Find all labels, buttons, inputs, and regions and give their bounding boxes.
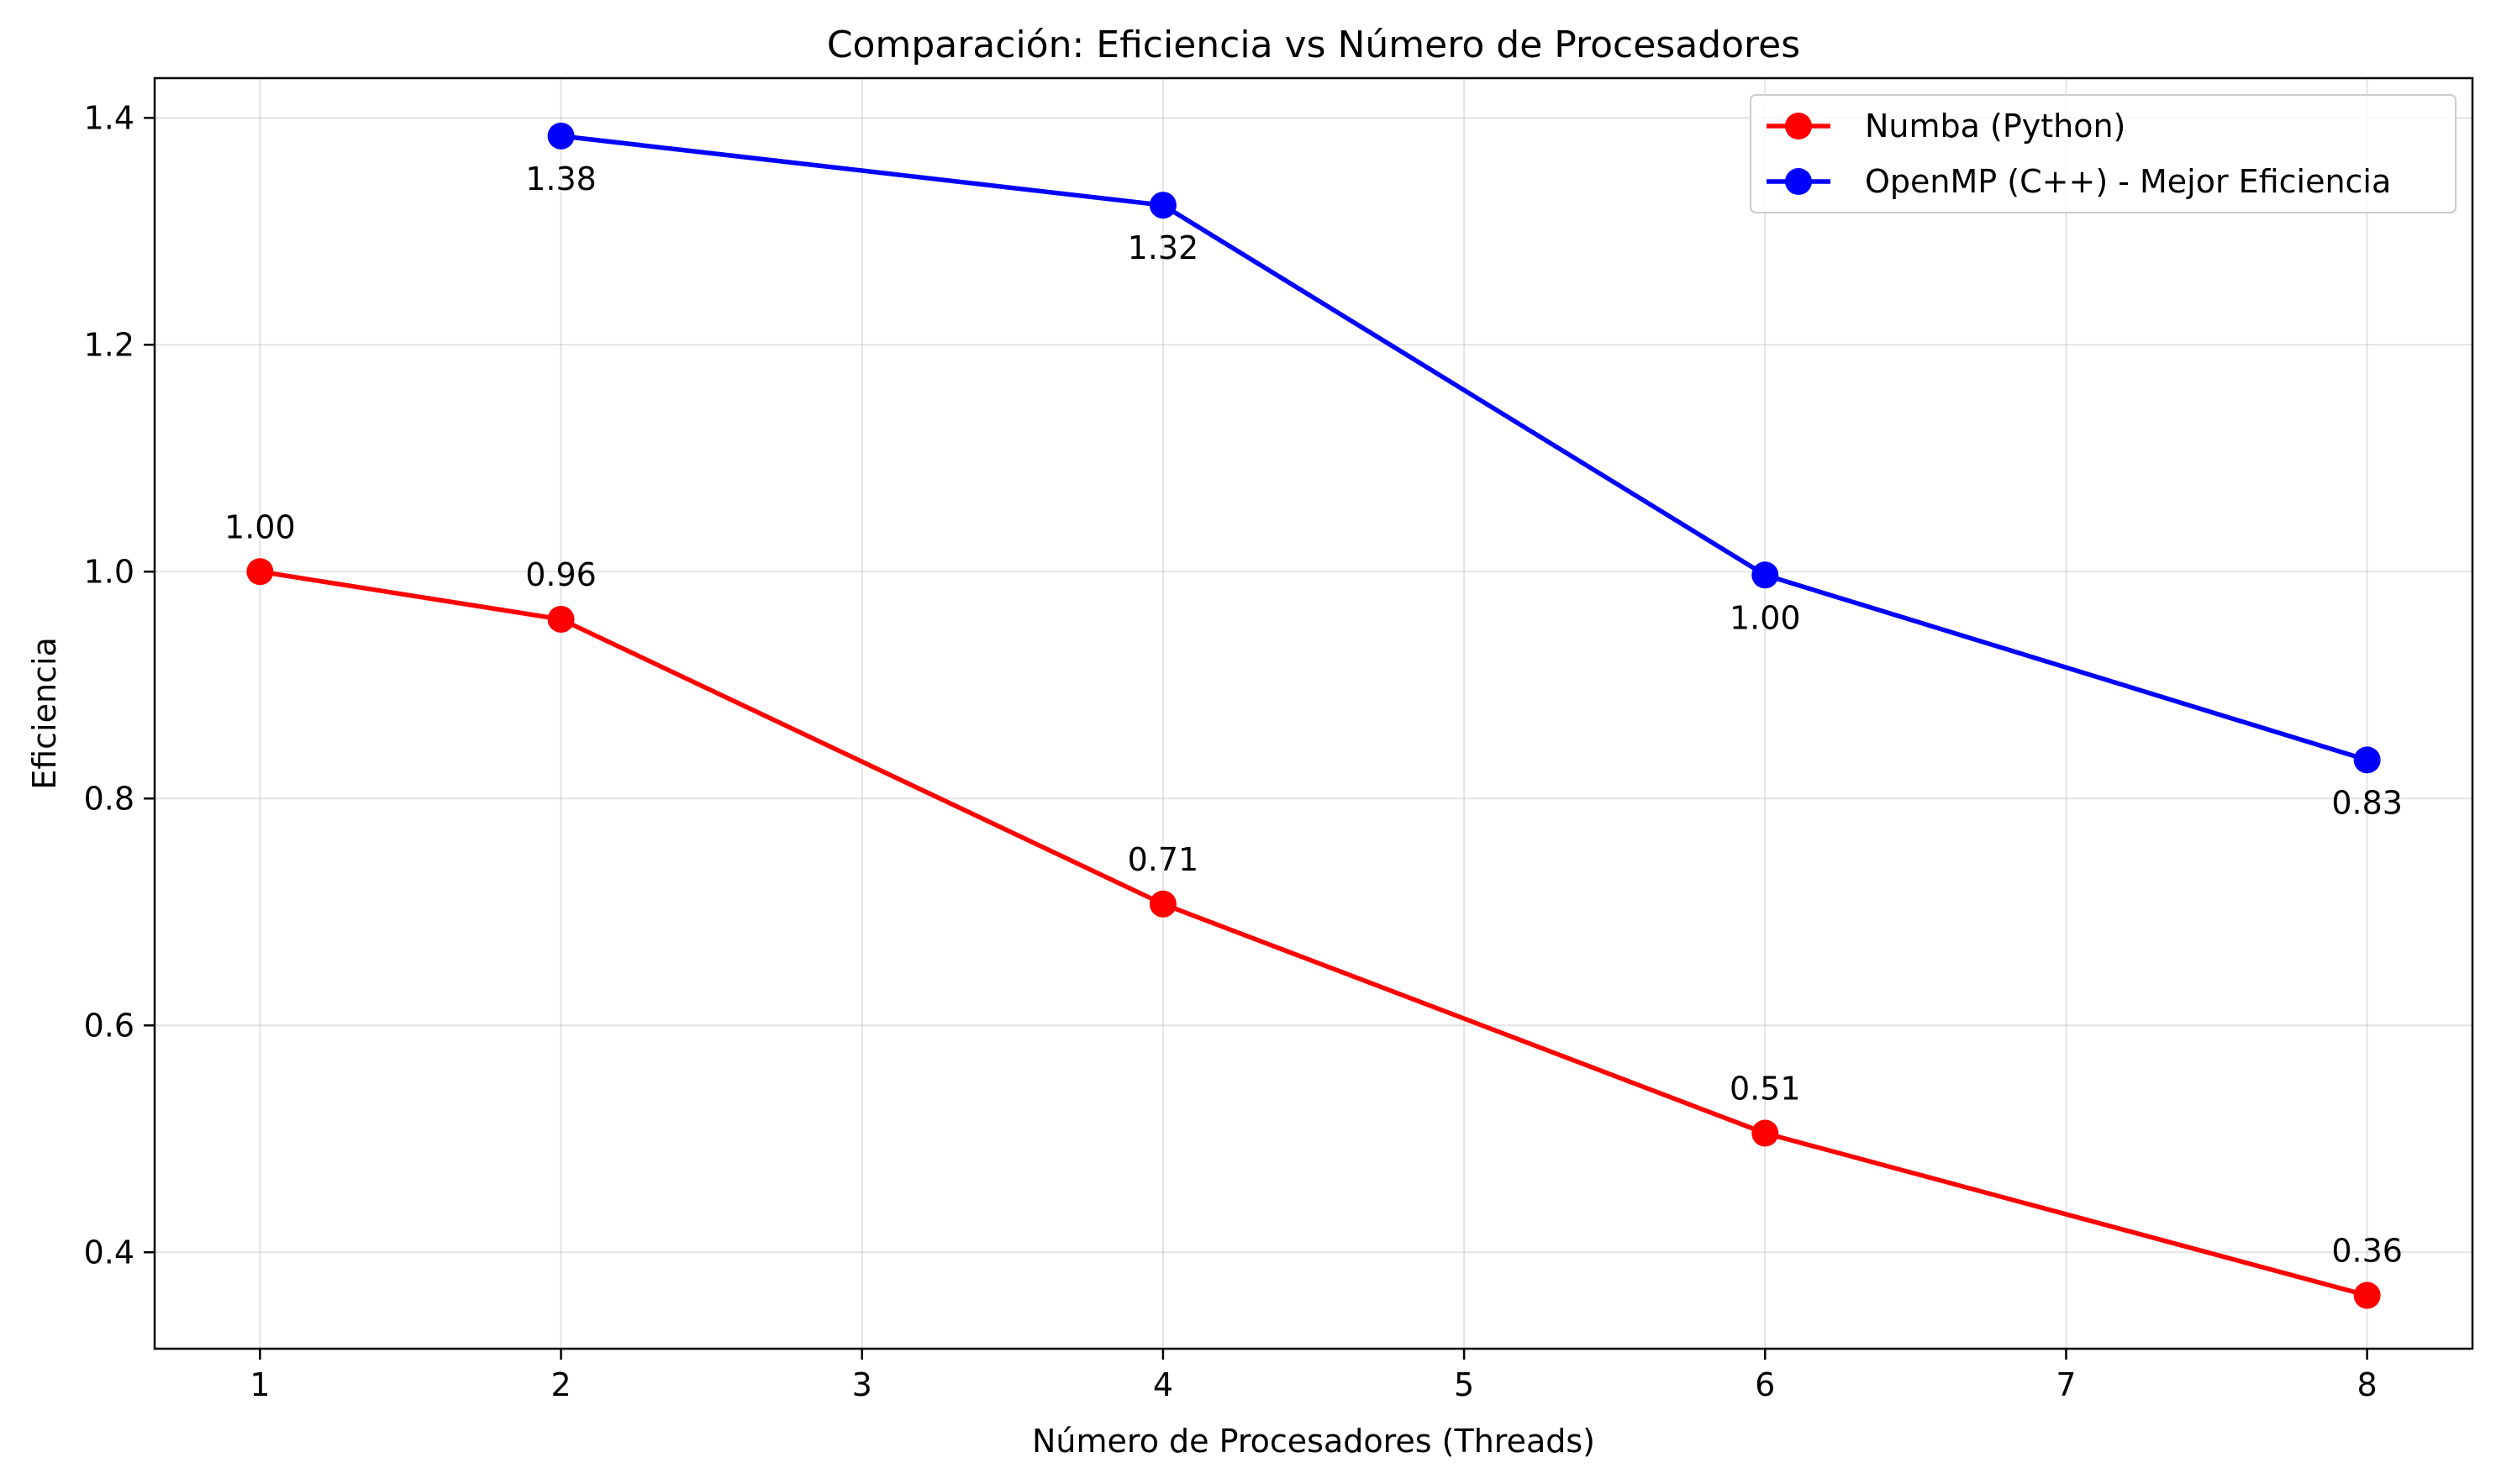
x-tick-label: 3	[852, 1366, 872, 1403]
legend-item: OpenMP (C++) - Mejor Eficiencia	[1767, 163, 2391, 200]
y-tick-label: 1.4	[84, 99, 134, 136]
data-label: 1.32	[1128, 229, 1199, 266]
data-label: 1.00	[224, 508, 296, 545]
y-tick-label: 0.8	[84, 780, 134, 817]
y-axis-label: Eficiencia	[26, 637, 63, 790]
chart-title: Comparación: Eficiencia vs Número de Pro…	[827, 24, 1800, 66]
x-tick-label: 6	[1755, 1366, 1775, 1403]
data-label: 0.83	[2331, 784, 2403, 821]
legend-box	[1750, 94, 2457, 213]
x-axis-label: Número de Procesadores (Threads)	[1032, 1423, 1595, 1460]
series-line	[561, 134, 2368, 762]
x-tick-label: 4	[1153, 1366, 1173, 1403]
y-tick-label: 0.4	[84, 1234, 134, 1271]
data-point	[1751, 561, 1779, 589]
data-point	[1149, 890, 1177, 918]
legend: Numba (Python) OpenMP (C++) - Mejor Efici…	[1750, 94, 2457, 213]
data-label: 0.96	[525, 556, 597, 593]
y-tick-label: 1.2	[84, 326, 134, 363]
data-label: 0.36	[2331, 1233, 2403, 1270]
data-label: 0.51	[1730, 1071, 1801, 1108]
data-point	[1149, 192, 1177, 219]
data-point	[2353, 1281, 2381, 1309]
y-tick-label: 0.6	[84, 1007, 134, 1044]
series-numba: 1.00 0.96 0.71 0.51 0.36	[224, 508, 2403, 1309]
legend-label: Numba (Python)	[1865, 108, 2125, 145]
x-tick-label: 7	[2056, 1366, 2076, 1403]
data-label: 1.00	[1730, 599, 1801, 636]
data-point	[246, 558, 274, 586]
legend-marker	[1785, 113, 1812, 139]
legend-marker	[1785, 168, 1812, 195]
legend-label: OpenMP (C++) - Mejor Eficiencia	[1865, 163, 2391, 200]
data-point	[1751, 1119, 1779, 1147]
data-label: 1.38	[525, 161, 597, 197]
series-layer: 1.00 0.96 0.71 0.51 0.36 1.38 1.32 1.00 0.83	[224, 122, 2403, 1309]
x-tick-label: 2	[550, 1366, 571, 1403]
axis-ticks: 1 2 3 4 5 6 7 8 0.4 0.6 0.8 1.0 1.2 1.4	[84, 99, 2378, 1403]
x-tick-label: 8	[2357, 1366, 2378, 1403]
x-tick-label: 5	[1454, 1366, 1474, 1403]
legend-item: Numba (Python)	[1767, 108, 2125, 145]
series-openmp: 1.38 1.32 1.00 0.83	[525, 122, 2403, 821]
plot-frame	[153, 76, 2474, 1350]
data-point	[2353, 746, 2381, 774]
y-tick-label: 1.0	[84, 553, 134, 590]
x-tick-label: 1	[250, 1366, 270, 1403]
data-point	[547, 122, 575, 150]
data-label: 0.71	[1128, 841, 1199, 878]
data-point	[547, 605, 575, 633]
